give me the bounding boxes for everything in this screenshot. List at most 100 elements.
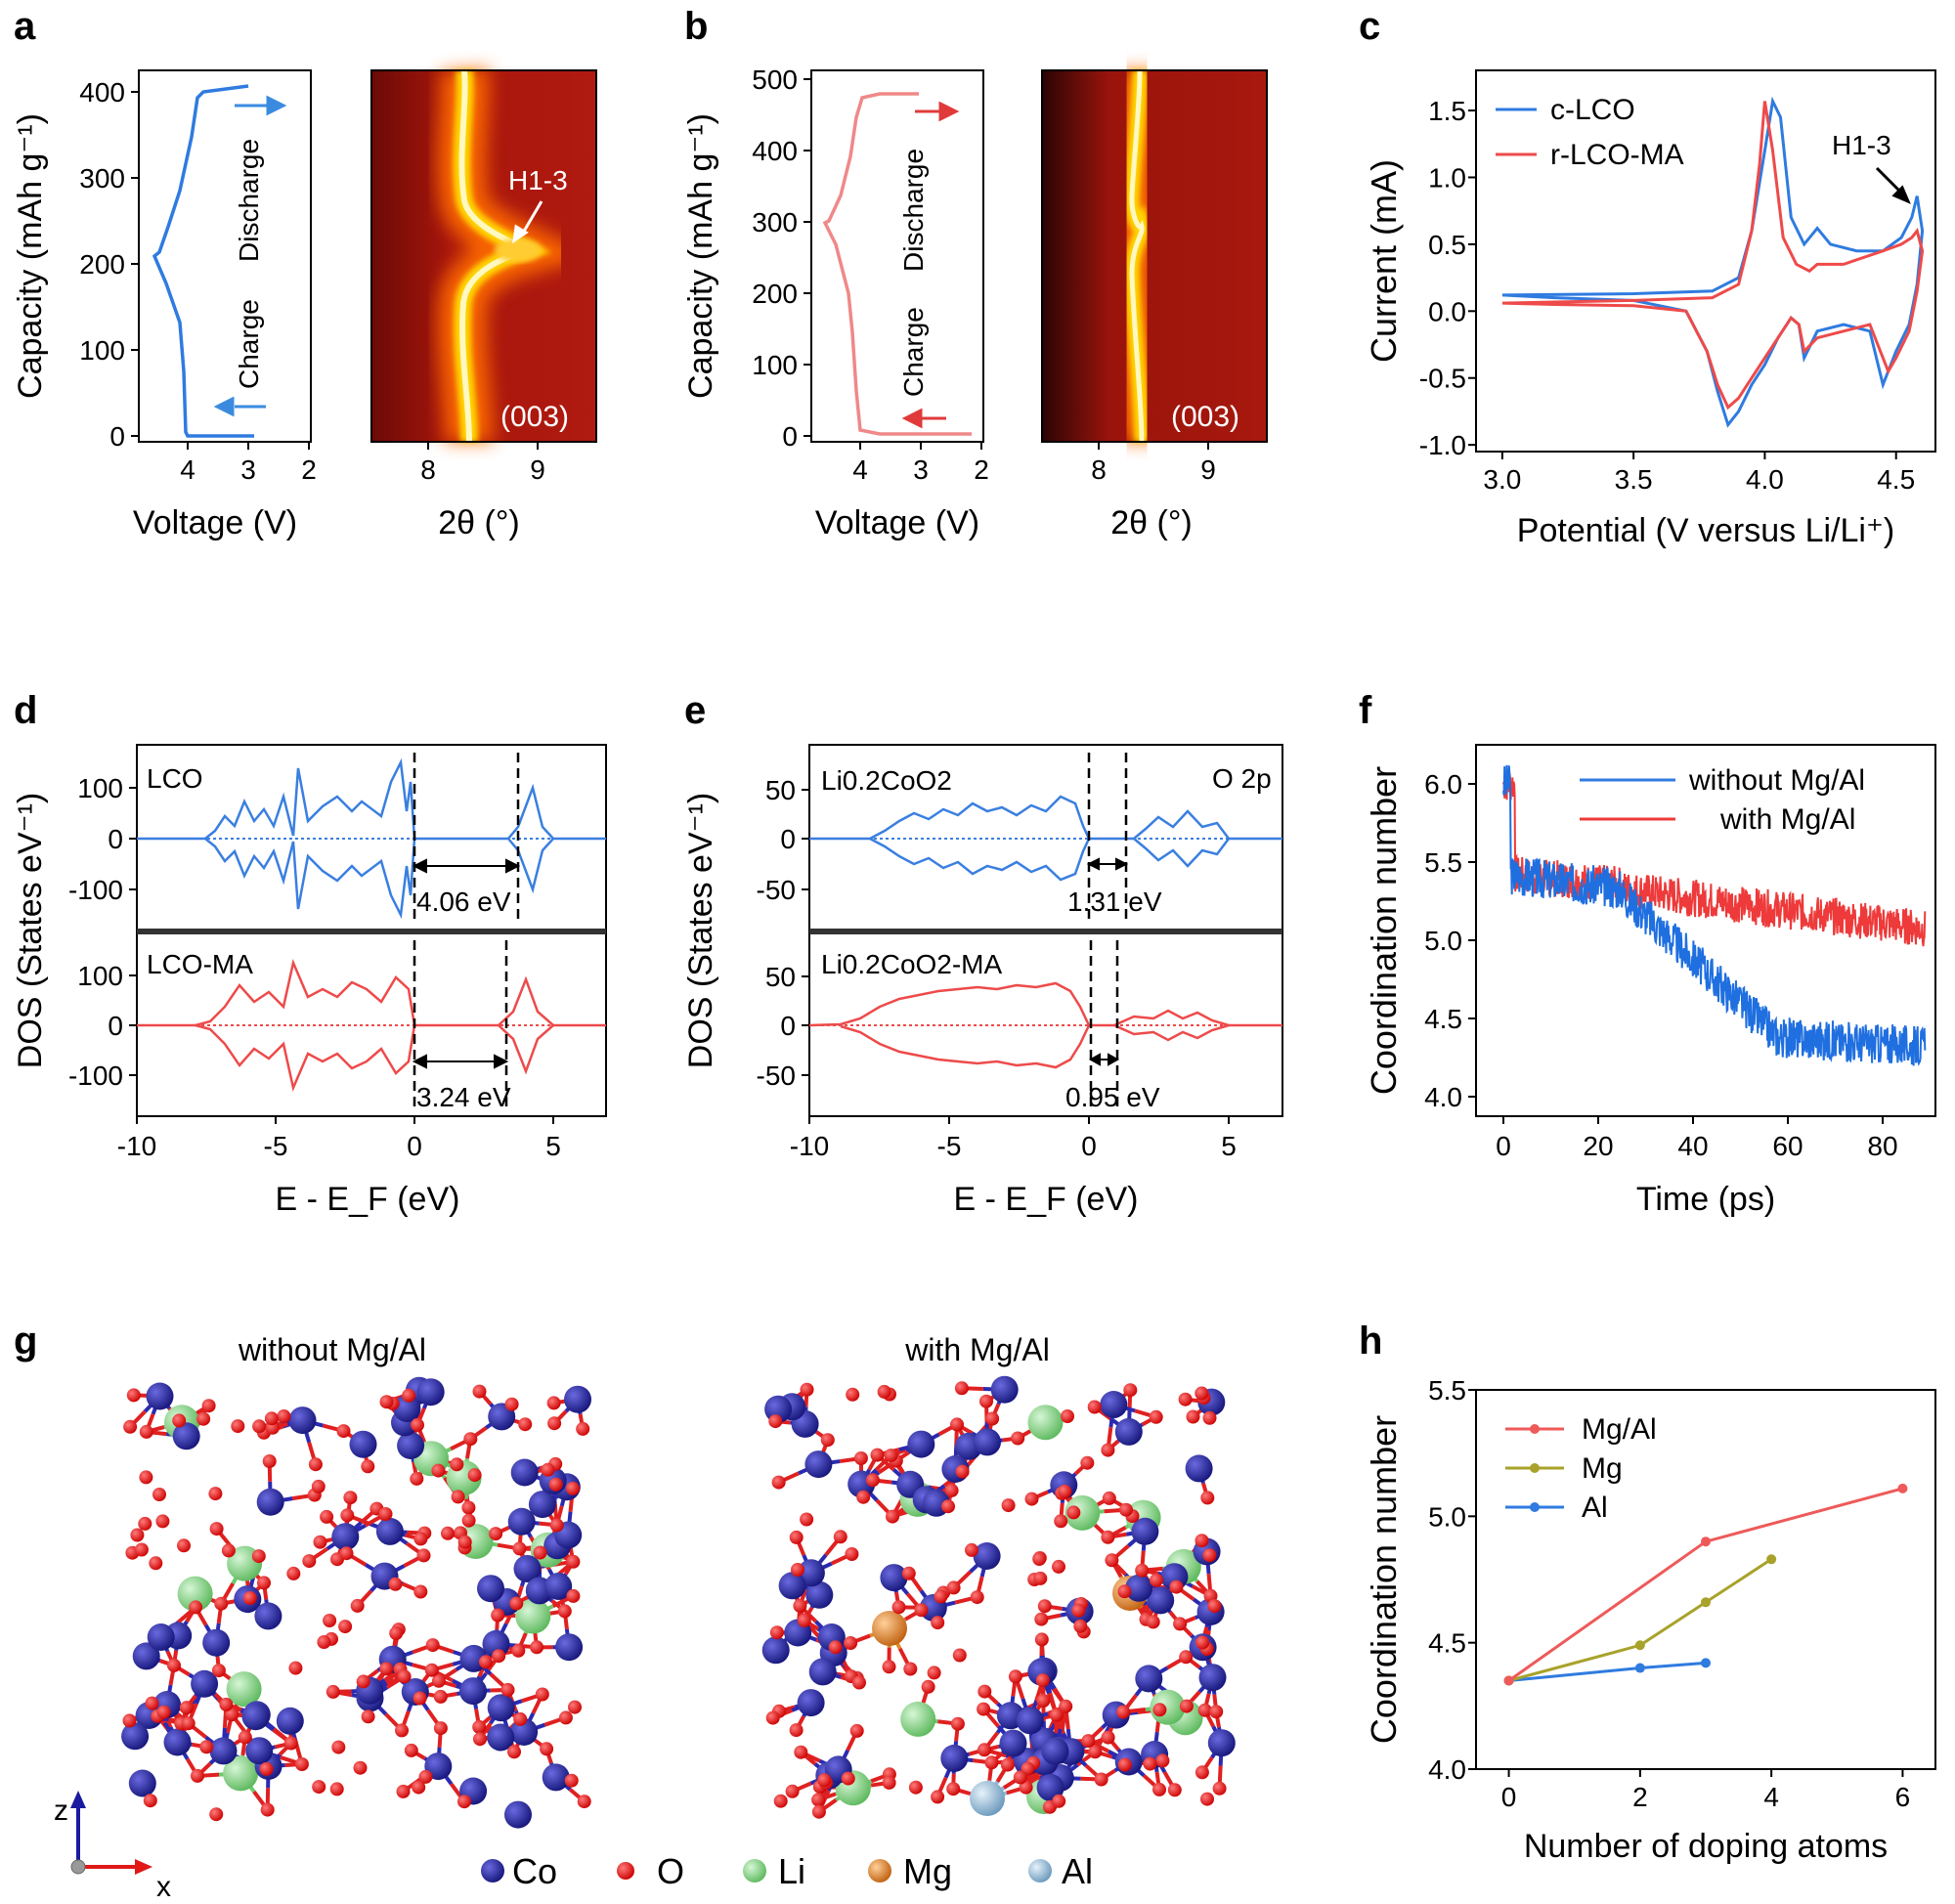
atom-o (1195, 1386, 1209, 1401)
atom-o (549, 1518, 564, 1533)
atom-o (547, 1416, 562, 1431)
atom-o (511, 1643, 526, 1658)
panel-c-ylabel: Current (mA) (1364, 159, 1404, 363)
atom-o (441, 1526, 455, 1540)
atom-o (811, 1804, 826, 1819)
atom-co (477, 1575, 504, 1603)
panel-b-map-xlabel: 2θ (°) (1110, 504, 1193, 541)
panel-c-h13-label: H1-3 (1832, 130, 1891, 160)
atom-o (1101, 1730, 1115, 1745)
atom-o (800, 1382, 814, 1397)
atom-o (201, 1399, 216, 1413)
atom-o (251, 1549, 266, 1564)
atom-o (507, 1745, 521, 1759)
atom-o (518, 1417, 533, 1432)
panel-f-xtick-0: 0 (1496, 1131, 1511, 1161)
atom-o (965, 1542, 978, 1557)
atom-o (225, 1708, 239, 1722)
atom-o (817, 1773, 832, 1788)
atom-co (1147, 1586, 1175, 1615)
atom-o (500, 1682, 515, 1697)
atom-co (416, 1378, 445, 1406)
atom-co (241, 1703, 270, 1731)
atom-co (510, 1458, 539, 1487)
panel-d-xlabel: E - E_F (eV) (276, 1181, 460, 1218)
atom-o (397, 1669, 412, 1684)
atom-o (431, 1463, 446, 1478)
atom-co (528, 1491, 556, 1519)
panel-h-legend-mgal: Mg/Al (1582, 1413, 1657, 1446)
atom-o (535, 1687, 549, 1702)
panel-b-ytick-400: 400 (752, 136, 798, 166)
atom-co (542, 1763, 570, 1792)
panel-d-bot-dos-down (195, 1023, 554, 1093)
atom-o (931, 1616, 945, 1630)
panel-e-top-label: Li0.2CoO2 (821, 765, 952, 796)
panel-d-top-ytick-0: 0 (108, 824, 123, 854)
atom-o (927, 1666, 941, 1680)
atom-o (566, 1481, 580, 1495)
legend-al-icon (1028, 1859, 1052, 1882)
panel-c-ytick-1.5: 1.5 (1428, 96, 1466, 126)
atom-o (1088, 1745, 1103, 1759)
panel-f-line-without-mgal (1502, 764, 1927, 1066)
panel-h-point (1634, 1640, 1645, 1651)
atom-o (577, 1795, 591, 1809)
atom-co (1207, 1729, 1236, 1757)
atom-o (138, 1516, 152, 1531)
atom-co (974, 1428, 1001, 1456)
atom-o (412, 1780, 426, 1795)
panel-h-plot-frame (1475, 1389, 1936, 1770)
panel-b-charge-arrow (901, 408, 946, 429)
atom-o (1135, 1563, 1150, 1578)
atom-o (155, 1514, 170, 1529)
atom-co (202, 1628, 231, 1657)
panel-d-bot-dos-up (137, 958, 606, 1027)
atom-o (395, 1723, 409, 1738)
atom-o (891, 1600, 906, 1615)
panel-h: 4.0 4.5 5.0 5.5 0 2 4 6 Number of doping… (1364, 1375, 1936, 1865)
atom-o (1000, 1757, 1015, 1772)
atom-o (1178, 1392, 1193, 1406)
atom-o (914, 1603, 929, 1618)
panel-f-xtick-60: 60 (1772, 1131, 1803, 1161)
panel-d-top-dos-up (137, 757, 606, 841)
atom-o (167, 1658, 181, 1672)
panel-c: -1.0 -0.5 0.0 0.5 1.0 1.5 3.0 3.5 4.0 4.… (1364, 69, 1936, 549)
atom-o (264, 1411, 279, 1426)
atom-co (375, 1517, 404, 1545)
atom-o (130, 1528, 145, 1542)
panel-d-top-gap-label: 4.06 eV (416, 887, 511, 917)
atom-o (1200, 1792, 1214, 1806)
atom-o (882, 1775, 896, 1790)
atom-o (343, 1491, 358, 1505)
panel-h-xtick-0: 0 (1501, 1782, 1517, 1812)
atom-co (191, 1669, 219, 1698)
atom-o (566, 1554, 581, 1569)
panel-h-point (1701, 1536, 1711, 1547)
atom-co (808, 1658, 837, 1686)
panel-c-ytick-n1.0: -1.0 (1419, 430, 1466, 460)
atom-o (1117, 1584, 1132, 1599)
panel-d-bot-gap-arrow (412, 1054, 509, 1069)
atom-co (797, 1689, 825, 1717)
atom-o (179, 1701, 194, 1715)
atom-co (1131, 1517, 1159, 1545)
atom-o (149, 1556, 163, 1571)
panel-h-legend: Mg/Al Mg Al (1505, 1413, 1657, 1524)
atom-li (900, 1701, 936, 1737)
atom-o (977, 1702, 991, 1716)
atom-o (214, 1596, 229, 1611)
atom-o (340, 1508, 355, 1523)
atom-o (1034, 1632, 1049, 1647)
atom-o (191, 1768, 204, 1783)
atom-o (472, 1719, 487, 1734)
atom-co (1114, 1417, 1143, 1446)
atom-o (378, 1507, 393, 1521)
atom-o (765, 1710, 780, 1725)
atom-co (973, 1542, 1001, 1570)
atom-o (1049, 1708, 1064, 1722)
atom-o (461, 1500, 476, 1515)
atom-co (1016, 1707, 1044, 1735)
atom-o (139, 1424, 153, 1439)
